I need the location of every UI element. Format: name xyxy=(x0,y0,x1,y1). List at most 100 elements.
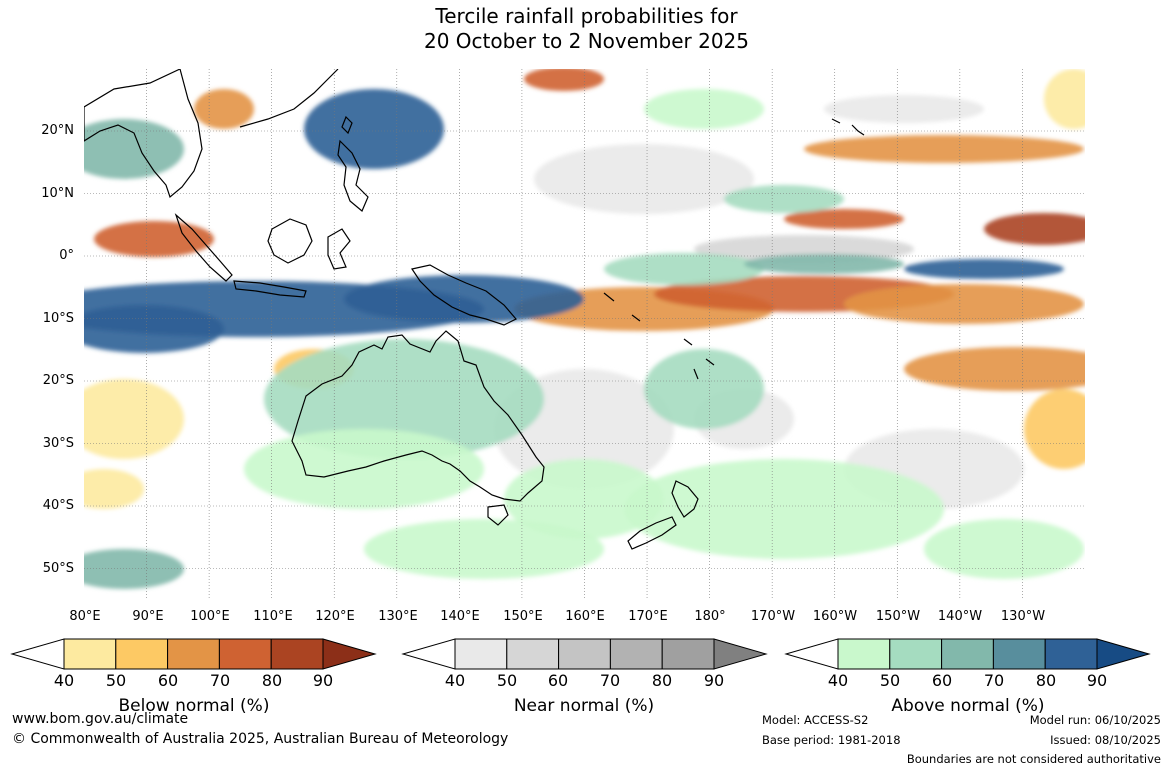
issued-text: Issued: 08/10/2025 xyxy=(1050,733,1161,747)
lon-label-160w: 160°W xyxy=(812,609,858,624)
near-legend-title: Near normal (%) xyxy=(513,696,655,716)
copyright-text: © Commonwealth of Australia 2025, Austra… xyxy=(12,731,509,747)
lon-label-150e: 150°E xyxy=(503,609,543,624)
lon-label-140e: 140°E xyxy=(440,609,480,624)
above-colorbar xyxy=(784,638,1151,670)
below-normal-region xyxy=(1024,389,1085,469)
model-text: Model: ACCESS-S2 xyxy=(762,713,869,727)
new-zealand-south-island xyxy=(627,516,677,550)
lon-label-180: 180° xyxy=(694,609,726,624)
near-tick-80: 80 xyxy=(651,671,673,690)
below-normal-region xyxy=(84,379,184,459)
above-normal-region xyxy=(364,519,604,579)
java-coast xyxy=(233,280,307,298)
below-colorbar-segment xyxy=(270,638,324,670)
lat-label-50s: 50°S xyxy=(42,561,74,576)
above-lower-arrow xyxy=(784,638,839,670)
probability-map[interactable]: 20°N 10°N 0° 10°S 20°S 30°S 40°S 50°S xyxy=(41,69,1085,600)
below-colorbar-segment xyxy=(63,638,117,670)
below-normal-region xyxy=(844,284,1084,324)
below-normal-region xyxy=(984,213,1085,245)
below-tick-90: 90 xyxy=(312,671,334,690)
below-normal-region xyxy=(524,69,604,91)
near-tick-50: 50 xyxy=(496,671,518,690)
below-colorbar-segment xyxy=(115,638,169,670)
lon-label-160e: 160°E xyxy=(565,609,605,624)
above-normal-region xyxy=(924,519,1084,579)
below-normal-region xyxy=(1044,69,1085,129)
below-tick-40: 40 xyxy=(53,671,75,690)
boundaries-note: Boundaries are not considered authoritat… xyxy=(906,752,1161,766)
below-tick-70: 70 xyxy=(209,671,231,690)
taiwan-coast xyxy=(341,115,353,135)
above-tick-90: 90 xyxy=(1086,671,1108,690)
lon-label-140w: 140°W xyxy=(937,609,983,624)
indochina-coast xyxy=(84,69,203,199)
near-colorbar-segment xyxy=(454,638,508,670)
philippines-coast xyxy=(337,139,369,212)
title-line-2: 20 October to 2 November 2025 xyxy=(423,29,750,53)
above-normal-region xyxy=(504,459,664,539)
above-upper-arrow xyxy=(1096,638,1151,670)
above-tick-60: 60 xyxy=(931,671,953,690)
near-colorbar xyxy=(401,638,768,670)
near-tick-60: 60 xyxy=(547,671,569,690)
above-normal-region xyxy=(84,119,184,179)
above-normal-region xyxy=(744,254,904,274)
lat-label-40s: 40°S xyxy=(42,498,74,513)
near-upper-arrow xyxy=(713,638,768,670)
australia-coast xyxy=(291,330,545,502)
below-upper-arrow xyxy=(322,638,377,670)
near-colorbar-segment xyxy=(558,638,611,670)
website-link[interactable]: www.bom.gov.au/climate xyxy=(12,711,189,727)
near-normal-legend: 40 50 60 70 80 90 Near normal (%) xyxy=(0,637,780,727)
chart-title: Tercile rainfall probabilities for 20 Oc… xyxy=(0,4,1173,54)
hawaii-islands xyxy=(831,118,865,136)
above-normal-region xyxy=(904,259,1064,279)
lon-label-90e: 90°E xyxy=(132,609,164,624)
above-normal-legend: 40 50 60 70 80 90 Above normal (%) xyxy=(0,637,1160,727)
above-tick-70: 70 xyxy=(983,671,1005,690)
below-normal-region xyxy=(194,89,254,129)
above-legend-title: Above normal (%) xyxy=(891,696,1045,716)
lat-label-0: 0° xyxy=(59,248,74,263)
lon-label-150w: 150°W xyxy=(875,609,921,624)
lat-label-10n: 10°N xyxy=(41,186,74,201)
china-coast xyxy=(239,69,339,128)
near-tick-40: 40 xyxy=(444,671,466,690)
graticule xyxy=(84,69,1085,600)
tasmania-coast xyxy=(487,504,509,526)
below-normal-legend: 40 50 60 70 80 90 Below normal (%) xyxy=(0,637,390,727)
near-tick-90: 90 xyxy=(703,671,725,690)
above-colorbar-segment xyxy=(941,638,994,670)
borneo-coast xyxy=(267,218,313,264)
sulawesi-coast xyxy=(327,228,351,270)
lon-label-170e: 170°E xyxy=(628,609,668,624)
above-normal-region xyxy=(644,349,764,429)
below-normal-region xyxy=(904,347,1085,391)
above-tick-50: 50 xyxy=(879,671,901,690)
lat-label-10s: 10°S xyxy=(42,311,74,326)
lon-label-100e: 100°E xyxy=(190,609,230,624)
above-tick-40: 40 xyxy=(827,671,849,690)
new-guinea-coast xyxy=(411,264,517,326)
near-colorbar-segment xyxy=(661,638,715,670)
below-legend-title: Below normal (%) xyxy=(118,696,270,716)
above-normal-region xyxy=(724,185,844,213)
near-tick-70: 70 xyxy=(599,671,621,690)
lon-label-170w: 170°W xyxy=(750,609,796,624)
above-normal-region xyxy=(644,89,764,129)
pacific-islands xyxy=(603,292,715,380)
below-normal-region xyxy=(84,469,144,509)
lat-label-30s: 30°S xyxy=(42,436,74,451)
title-line-1: Tercile rainfall probabilities for xyxy=(435,4,738,28)
above-colorbar-segment xyxy=(837,638,891,670)
above-normal-region xyxy=(304,89,444,169)
map-canvas xyxy=(84,69,1085,600)
sumatra-coast xyxy=(174,213,233,282)
lon-label-130w: 130°W xyxy=(1000,609,1046,624)
above-colorbar-segment xyxy=(1044,638,1098,670)
coastlines xyxy=(84,69,865,550)
near-normal-region xyxy=(534,144,754,214)
lat-label-20n: 20°N xyxy=(41,123,74,138)
